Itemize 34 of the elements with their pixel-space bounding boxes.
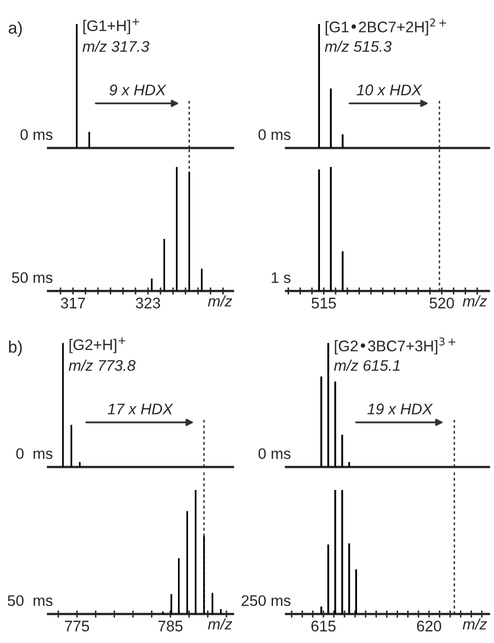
y-axis-title: 50 ms (12, 272, 52, 284)
annotation: [G2+H]$^{+}$ (70, 337, 126, 354)
annotation: m/z 317.3 (82, 40, 150, 52)
annotation: 10 x HDX (356, 84, 422, 96)
x-tick-label: 785 (158, 620, 183, 632)
y-axis-title: 0 ms (20, 129, 52, 140)
x-axis-title: m/z (462, 618, 487, 630)
annotation: [G2•3BC7+3H]$^{3+}$ (334, 337, 456, 354)
annotation: m/z 773.8 (68, 360, 136, 371)
y-axis-title: 0 ms (16, 448, 52, 460)
x-tick-label: 620 (417, 620, 442, 632)
x-tick-label: 323 (136, 298, 160, 308)
x-axis-title: m/z (462, 295, 487, 307)
chart-title: a) (8, 22, 22, 38)
x-axis-title: m/z (208, 295, 232, 307)
annotation: [G1•2BC7+2H]$^{2+}$ (326, 18, 446, 36)
annotation: m/z 615.1 (334, 360, 400, 371)
annotation: [G1+H]$^{+}$ (83, 18, 140, 34)
annotation: m/z 515.3 (324, 40, 392, 52)
x-tick-label: 775 (65, 620, 90, 632)
y-axis-title: 250 ms (242, 595, 290, 606)
chart-title: b) (9, 340, 22, 356)
annotation: 19 x HDX (367, 404, 433, 414)
y-axis-title: 1 s (272, 272, 290, 284)
annotation: 17 x HDX (108, 404, 174, 414)
y-axis-title: 0 ms (258, 448, 290, 460)
x-axis-title: m/z (208, 618, 232, 630)
annotation: 9 x HDX (109, 84, 166, 96)
x-tick-label: 515 (312, 298, 336, 308)
y-axis-title: 50 ms (8, 595, 52, 606)
y-axis-title: 0 ms (258, 129, 290, 140)
x-tick-label: 317 (60, 298, 85, 308)
x-tick-label: 520 (430, 298, 454, 308)
x-tick-label: 615 (311, 620, 336, 632)
